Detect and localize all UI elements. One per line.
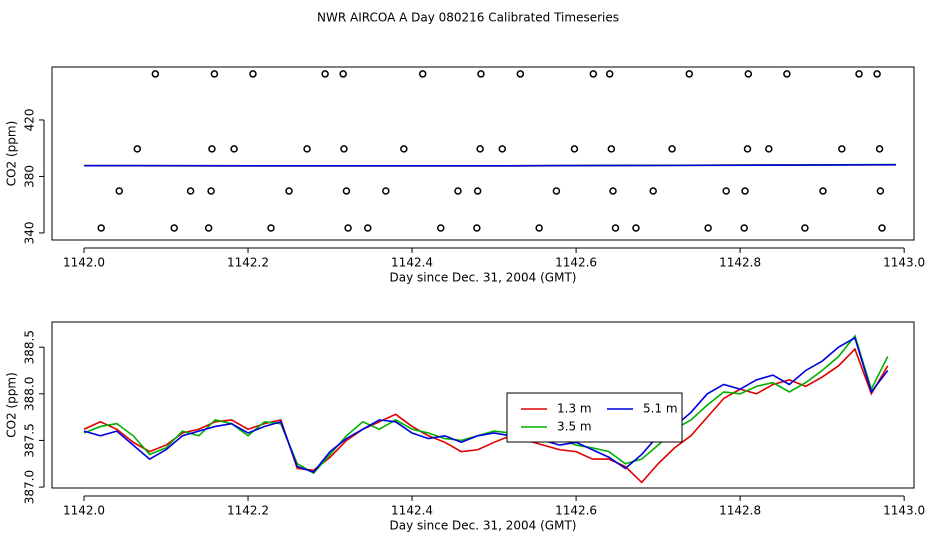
data-point (115, 187, 124, 195)
data-point (321, 70, 329, 78)
x-tick-label: 1143.0 (883, 256, 925, 270)
data-point (364, 224, 372, 232)
data-point (210, 70, 219, 78)
legend-label: 1.3 m (557, 402, 592, 416)
data-point (97, 224, 105, 232)
data-point (685, 70, 694, 78)
data-point (609, 187, 617, 195)
data-point (473, 224, 481, 232)
x-axis-title: Day since Dec. 31, 2004 (GMT) (390, 271, 577, 285)
x-tick-label: 1142.4 (391, 504, 433, 518)
data-point (873, 70, 881, 78)
data-point (819, 187, 827, 195)
y-tick-label: 388.5 (23, 330, 37, 364)
data-point (476, 145, 484, 153)
data-line (83, 336, 889, 474)
x-tick-label: 1142.2 (227, 256, 269, 270)
data-point (454, 187, 462, 195)
y-tick-label: 387.0 (23, 470, 37, 504)
data-point (400, 145, 408, 153)
data-point (611, 224, 620, 232)
data-point (589, 70, 598, 78)
data-point (303, 145, 311, 153)
data-point (151, 70, 160, 78)
data-point (344, 224, 352, 232)
data-point (473, 187, 482, 195)
data-point (498, 145, 507, 153)
data-point (570, 145, 579, 153)
data-point (632, 224, 640, 232)
x-tick-label: 1142.4 (391, 256, 433, 270)
data-point (740, 224, 748, 232)
x-tick-label: 1142.6 (555, 256, 597, 270)
data-point (340, 145, 348, 153)
data-point (743, 145, 752, 153)
data-point (704, 224, 712, 232)
data-line (83, 347, 889, 484)
data-point (204, 224, 213, 232)
data-point (765, 145, 773, 153)
data-point (285, 187, 293, 195)
data-point (649, 187, 657, 195)
data-point (230, 145, 238, 153)
data-point (437, 224, 445, 232)
data-point (535, 224, 543, 232)
data-point (208, 145, 216, 153)
data-point (744, 70, 753, 78)
data-point (186, 187, 195, 195)
plot-frame (51, 321, 915, 489)
x-axis-title: Day since Dec. 31, 2004 (GMT) (390, 519, 577, 533)
data-point (722, 187, 730, 195)
data-point (552, 187, 561, 195)
data-point (876, 187, 885, 195)
y-axis-title: CO2 (ppm) (5, 372, 19, 438)
y-tick-label: 380 (23, 165, 37, 188)
chart-title: NWR AIRCOA A Day 080216 Calibrated Times… (317, 11, 619, 25)
y-axis-title: CO2 (ppm) (5, 121, 19, 187)
y-tick-label: 387.5 (23, 423, 37, 457)
data-point (477, 70, 485, 78)
data-line (83, 334, 889, 475)
y-tick-label: 420 (23, 109, 37, 132)
data-point (741, 187, 749, 195)
data-point (382, 187, 390, 195)
plot-frame (51, 66, 915, 241)
data-point (878, 224, 886, 232)
data-point (267, 224, 275, 232)
data-point (801, 224, 809, 232)
data-point (342, 187, 351, 195)
x-tick-label: 1142.6 (555, 504, 597, 518)
data-point (249, 70, 257, 78)
x-tick-label: 1142.0 (63, 504, 105, 518)
x-tick-label: 1142.8 (719, 256, 761, 270)
data-point (418, 70, 427, 78)
data-point (339, 70, 347, 78)
y-tick-label: 340 (23, 221, 37, 244)
data-point (516, 70, 525, 78)
data-line (83, 164, 896, 167)
data-point (133, 145, 142, 153)
data-point (855, 70, 863, 78)
legend-box (506, 392, 683, 443)
x-tick-label: 1142.8 (719, 504, 761, 518)
data-point (838, 145, 846, 153)
data-point (605, 70, 614, 78)
data-point (783, 70, 791, 78)
legend-label: 3.5 m (557, 420, 592, 434)
x-tick-label: 1142.2 (227, 504, 269, 518)
data-point (207, 187, 215, 195)
x-tick-label: 1142.0 (63, 256, 105, 270)
data-point (875, 145, 884, 153)
legend-label: 5.1 m (643, 402, 678, 416)
data-point (607, 145, 616, 153)
data-point (170, 224, 178, 232)
data-point (668, 145, 676, 153)
x-tick-label: 1143.0 (883, 504, 925, 518)
y-tick-label: 388.0 (23, 377, 37, 411)
